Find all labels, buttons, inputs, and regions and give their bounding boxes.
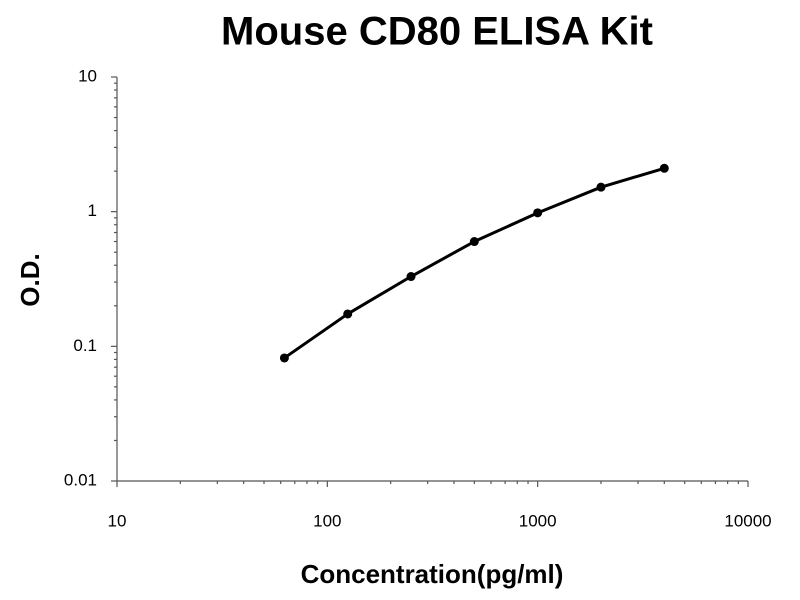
y-tick-label: 0.1: [73, 336, 97, 355]
data-point: [533, 208, 543, 218]
y-tick-label: 10: [78, 66, 97, 85]
data-point: [659, 163, 669, 173]
x-tick-label: 1000: [519, 511, 557, 530]
chart-title: Mouse CD80 ELISA Kit: [221, 10, 653, 54]
data-point: [406, 272, 416, 282]
y-tick-label: 1: [88, 201, 97, 220]
y-tick-label: 0.01: [64, 470, 97, 489]
data-point: [343, 309, 353, 319]
data-point: [596, 182, 606, 192]
x-axis-title: Concentration(pg/ml): [301, 559, 564, 589]
y-axis-title: O.D.: [15, 253, 45, 306]
data-point: [279, 353, 289, 363]
data-point: [469, 237, 479, 247]
x-tick-label: 100: [313, 511, 341, 530]
x-tick-label: 10000: [724, 511, 771, 530]
x-tick-label: 10: [108, 511, 127, 530]
curve: [282, 166, 666, 360]
